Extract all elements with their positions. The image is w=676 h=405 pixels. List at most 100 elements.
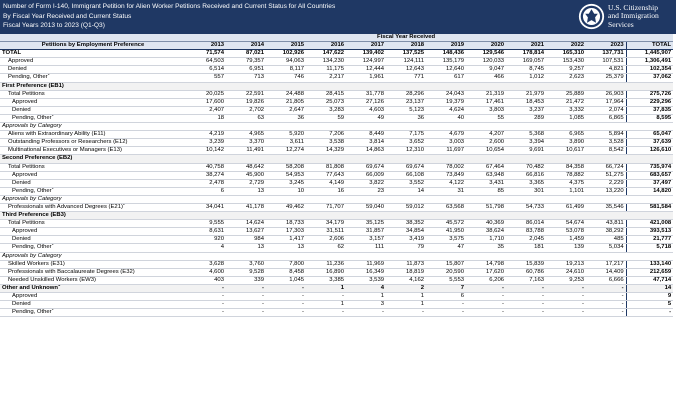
cell-value: 31,511: [306, 227, 346, 237]
cell-value: 25,889: [546, 90, 586, 99]
cell-value: 24,610: [546, 268, 586, 277]
cell-value: 15,839: [506, 260, 546, 269]
row-label: Total Petitions: [0, 219, 186, 229]
cell-value: 18: [186, 114, 226, 124]
cell-value: 111: [346, 243, 386, 253]
cell-value: 2,217: [306, 73, 346, 83]
row-label: Pending, Other1: [0, 73, 186, 83]
cell-value: 3: [346, 300, 386, 310]
cell-value: 58,208: [266, 163, 306, 172]
cell-value: 81,808: [306, 163, 346, 172]
cell-value: 3,370: [226, 138, 266, 148]
table-body: TOTAL 71,574 87,021 102,926 147,622 139,402 13…: [0, 49, 674, 318]
cell-value: 19,826: [226, 98, 266, 107]
row-label: Approved: [0, 171, 186, 180]
row-label: Pending, Other1: [0, 114, 186, 124]
column-header-label: Petitions by Employment Preference: [0, 41, 186, 51]
cell-value: 10,142: [186, 146, 226, 156]
cell-value: 16,349: [346, 268, 386, 277]
cell-value: 3,538: [306, 138, 346, 148]
cell-value: 124,111: [386, 57, 426, 67]
row-label: Approvals by Category: [0, 122, 674, 132]
cell-value: 66,009: [346, 171, 386, 180]
cell-value: 403: [186, 276, 226, 285]
table-row: Denied 2,478 2,729 3,245 4,149 3,822 3,552 4,12…: [0, 179, 674, 188]
cell-value: 77,643: [306, 171, 346, 180]
table-row: Denied 6,514 6,951 8,117 11,175 12,444 12,643 1…: [0, 65, 674, 75]
cell-value: 2,606: [306, 235, 346, 245]
cell-value: 17,620: [466, 268, 506, 277]
cell-value: 31: [426, 187, 466, 196]
cell-value: 3,157: [346, 235, 386, 245]
row-label: Denied: [0, 65, 186, 75]
cell-value: 38,274: [186, 171, 226, 180]
cell-value: 45,900: [226, 171, 266, 180]
cell-value: 3,431: [466, 179, 506, 188]
cell-value: 63: [226, 114, 266, 124]
cell-value: 8,542: [586, 146, 627, 156]
row-total: 133,140: [625, 260, 674, 269]
table-row: Approved 17,600 19,826 21,805 25,073 27,126 23…: [0, 98, 674, 107]
cell-value: 1,459: [546, 235, 586, 245]
cell-value: 18,819: [386, 268, 426, 277]
row-total: 14,820: [625, 187, 674, 196]
category-row: Approvals by Category: [0, 252, 674, 261]
cell-value: 84,358: [546, 163, 586, 172]
cell-value: 8,458: [266, 268, 306, 277]
cell-value: 3,803: [466, 106, 506, 115]
cell-value: 35: [466, 243, 506, 253]
cell-value: 67,464: [466, 163, 506, 172]
cell-value: 9,257: [546, 65, 586, 75]
cell-value: 2,478: [186, 179, 226, 188]
cell-value: 102,926: [266, 49, 306, 59]
cell-value: 1: [386, 300, 426, 310]
row-total: 1,445,907: [625, 49, 674, 59]
cell-value: 64,503: [186, 57, 226, 67]
row-label: Approved: [0, 292, 186, 302]
cell-value: 5,553: [426, 276, 466, 285]
cell-value: 17,217: [586, 260, 627, 269]
cell-value: -: [426, 308, 466, 318]
cell-value: 6,514: [186, 65, 226, 75]
cell-value: 34,179: [306, 219, 346, 229]
cell-value: 3,890: [546, 138, 586, 148]
cell-value: 24,043: [426, 90, 466, 99]
cell-value: 5,920: [266, 130, 306, 140]
cell-value: 51,275: [586, 171, 627, 180]
row-label: Total Petitions: [0, 90, 186, 99]
row-label: Professionals with Baccalaureate Degrees…: [0, 268, 186, 277]
row-total: 47,714: [625, 276, 674, 285]
cell-value: -: [346, 308, 386, 318]
cell-value: -: [226, 292, 266, 302]
section-row: Second Preference (EB2): [0, 154, 674, 164]
cell-value: -: [506, 308, 546, 318]
cell-value: 13,627: [226, 227, 266, 237]
cell-value: 137,731: [586, 49, 627, 59]
cell-value: 3,283: [306, 106, 346, 115]
cell-value: 18,453: [506, 98, 546, 107]
cell-value: 83,788: [506, 227, 546, 237]
cell-value: 7,163: [506, 276, 546, 285]
cell-value: 94,063: [266, 57, 306, 67]
cell-value: 4,821: [586, 65, 627, 75]
cell-value: 9,691: [506, 146, 546, 156]
cell-value: -: [386, 308, 426, 318]
cell-value: 66,816: [506, 171, 546, 180]
report-period: Fiscal Years 2013 to 2023 (Q1-Q3): [3, 22, 105, 29]
row-label: Denied: [0, 235, 186, 245]
table-row: TOTAL 71,574 87,021 102,926 147,622 139,402 13…: [0, 49, 674, 59]
cell-value: 4,679: [426, 130, 466, 140]
cell-value: 14: [386, 187, 426, 196]
cell-value: 13: [226, 243, 266, 253]
cell-value: 41,178: [226, 203, 266, 213]
table-row: Total Petitions 40,758 48,642 58,208 81,808 6…: [0, 163, 674, 172]
cell-value: 3,239: [186, 138, 226, 148]
row-total: 212,659: [625, 268, 674, 277]
cell-value: 36: [266, 114, 306, 124]
cell-value: 69,674: [386, 163, 426, 172]
cell-value: 12,310: [386, 146, 426, 156]
row-total: 14: [625, 283, 674, 294]
cell-value: 47: [426, 243, 466, 253]
cell-value: -: [586, 308, 627, 318]
cell-value: 12,640: [426, 65, 466, 75]
